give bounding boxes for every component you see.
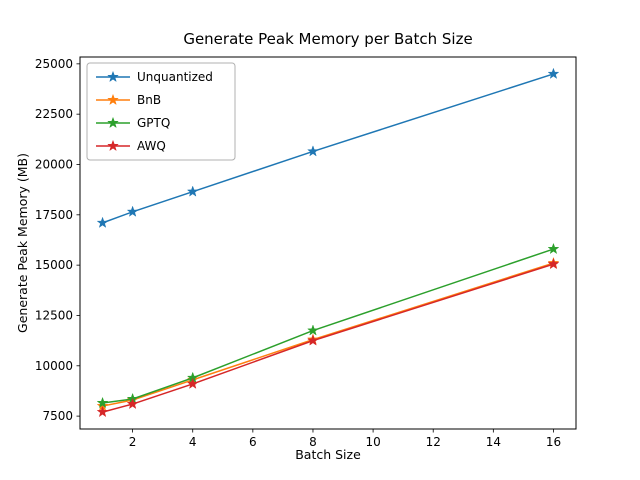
x-tick-label: 12 xyxy=(426,435,441,449)
series-marker-awq xyxy=(127,398,139,409)
series-marker-gptq xyxy=(307,324,319,336)
x-tick-label: 8 xyxy=(309,435,317,449)
series-marker-unquantized xyxy=(187,185,199,197)
series-marker-gptq xyxy=(547,243,559,254)
x-tick-label: 14 xyxy=(486,435,501,449)
y-tick-label: 10000 xyxy=(35,359,73,373)
y-tick-label: 25000 xyxy=(35,57,73,71)
series-marker-awq xyxy=(547,258,559,269)
y-tick-label: 22500 xyxy=(35,107,73,121)
y-tick-label: 7500 xyxy=(42,409,73,423)
legend-marker-bnb xyxy=(107,93,119,106)
legend-marker-gptq xyxy=(107,116,119,129)
series-marker-awq xyxy=(307,334,319,346)
x-tick-label: 6 xyxy=(249,435,257,449)
series-marker-gptq xyxy=(97,397,109,408)
x-axis-label: Batch Size xyxy=(295,447,361,462)
series-marker-awq xyxy=(187,378,199,389)
legend-label-bnb: BnB xyxy=(137,93,161,107)
y-tick-label: 17500 xyxy=(35,208,73,222)
y-tick-label: 12500 xyxy=(35,308,73,322)
series-marker-awq xyxy=(97,406,109,417)
legend-box xyxy=(86,62,236,161)
legend-marker-awq xyxy=(107,139,119,152)
y-tick-label: 20000 xyxy=(35,157,73,171)
series-marker-unquantized xyxy=(307,145,319,157)
legend-marker-unquantized xyxy=(107,70,119,83)
x-tick-label: 16 xyxy=(546,435,561,449)
series-marker-unquantized xyxy=(97,217,109,228)
chart-title: Generate Peak Memory per Batch Size xyxy=(183,30,473,48)
x-tick-label: 2 xyxy=(129,435,137,449)
series-marker-unquantized xyxy=(127,206,139,217)
axes-spines xyxy=(79,56,577,430)
series-marker-unquantized xyxy=(547,68,559,79)
y-axis-label: Generate Peak Memory (MB) xyxy=(15,153,30,333)
legend-label-gptq: GPTQ xyxy=(137,116,170,130)
x-tick-label: 10 xyxy=(365,435,380,449)
legend-label-unquantized: Unquantized xyxy=(137,70,213,84)
y-tick-label: 15000 xyxy=(35,258,73,272)
x-tick-label: 4 xyxy=(189,435,197,449)
legend-label-awq: AWQ xyxy=(137,139,166,153)
